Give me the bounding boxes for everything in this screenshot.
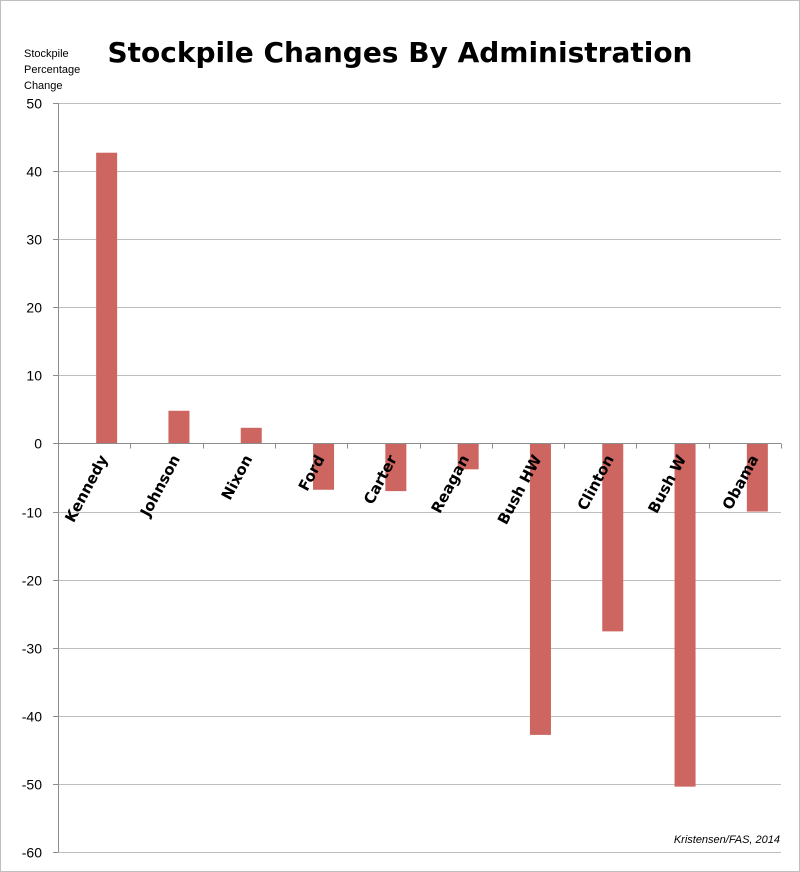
- category-labels: Kennedy Johnson Nixon Ford Carter Reagan Bush …: [61, 451, 762, 527]
- chart-title: Stockpile Changes By Administration: [107, 36, 692, 69]
- bar-kennedy: [96, 152, 118, 444]
- y-tick-label: -10: [22, 505, 42, 521]
- bar-reagan: [457, 443, 479, 470]
- y-tick-label: -50: [22, 777, 42, 793]
- source-credit: Kristensen/FAS, 2014: [674, 834, 780, 846]
- y-tick-label: 40: [26, 164, 42, 180]
- bar-ford: [313, 443, 335, 490]
- bar-bush-hw: [529, 443, 551, 735]
- bar-carter: [385, 443, 407, 492]
- y-axis-label-line-2: Percentage: [24, 64, 80, 76]
- y-tick-label: -40: [22, 709, 42, 725]
- category-label: Reagan: [428, 452, 474, 516]
- category-label: Nixon: [218, 452, 257, 503]
- y-tick-label: -20: [22, 573, 42, 589]
- category-label: Kennedy: [61, 452, 112, 526]
- bar-nixon: [240, 427, 262, 444]
- y-tick-label: -30: [22, 641, 42, 657]
- y-axis-label-line-1: Stockpile: [24, 48, 69, 60]
- y-tick-label: -60: [22, 845, 42, 861]
- y-tick-labels: 50 40 30 20 10 0 -10 -20 -30 -40 -50 -60: [22, 96, 42, 861]
- bar-clinton: [602, 443, 624, 632]
- y-tick-label: 0: [34, 436, 42, 452]
- bars: [96, 152, 768, 787]
- bar-johnson: [168, 410, 190, 444]
- bar-obama: [746, 443, 768, 512]
- category-label: Johnson: [136, 452, 184, 521]
- y-tick-label: 50: [26, 96, 42, 112]
- axes: [53, 103, 782, 853]
- y-tick-label: 10: [26, 368, 42, 384]
- y-tick-label: 30: [26, 232, 42, 248]
- y-axis-label-line-3: Change: [24, 80, 63, 92]
- y-tick-label: 20: [26, 300, 42, 316]
- bar-bush-w: [674, 443, 696, 787]
